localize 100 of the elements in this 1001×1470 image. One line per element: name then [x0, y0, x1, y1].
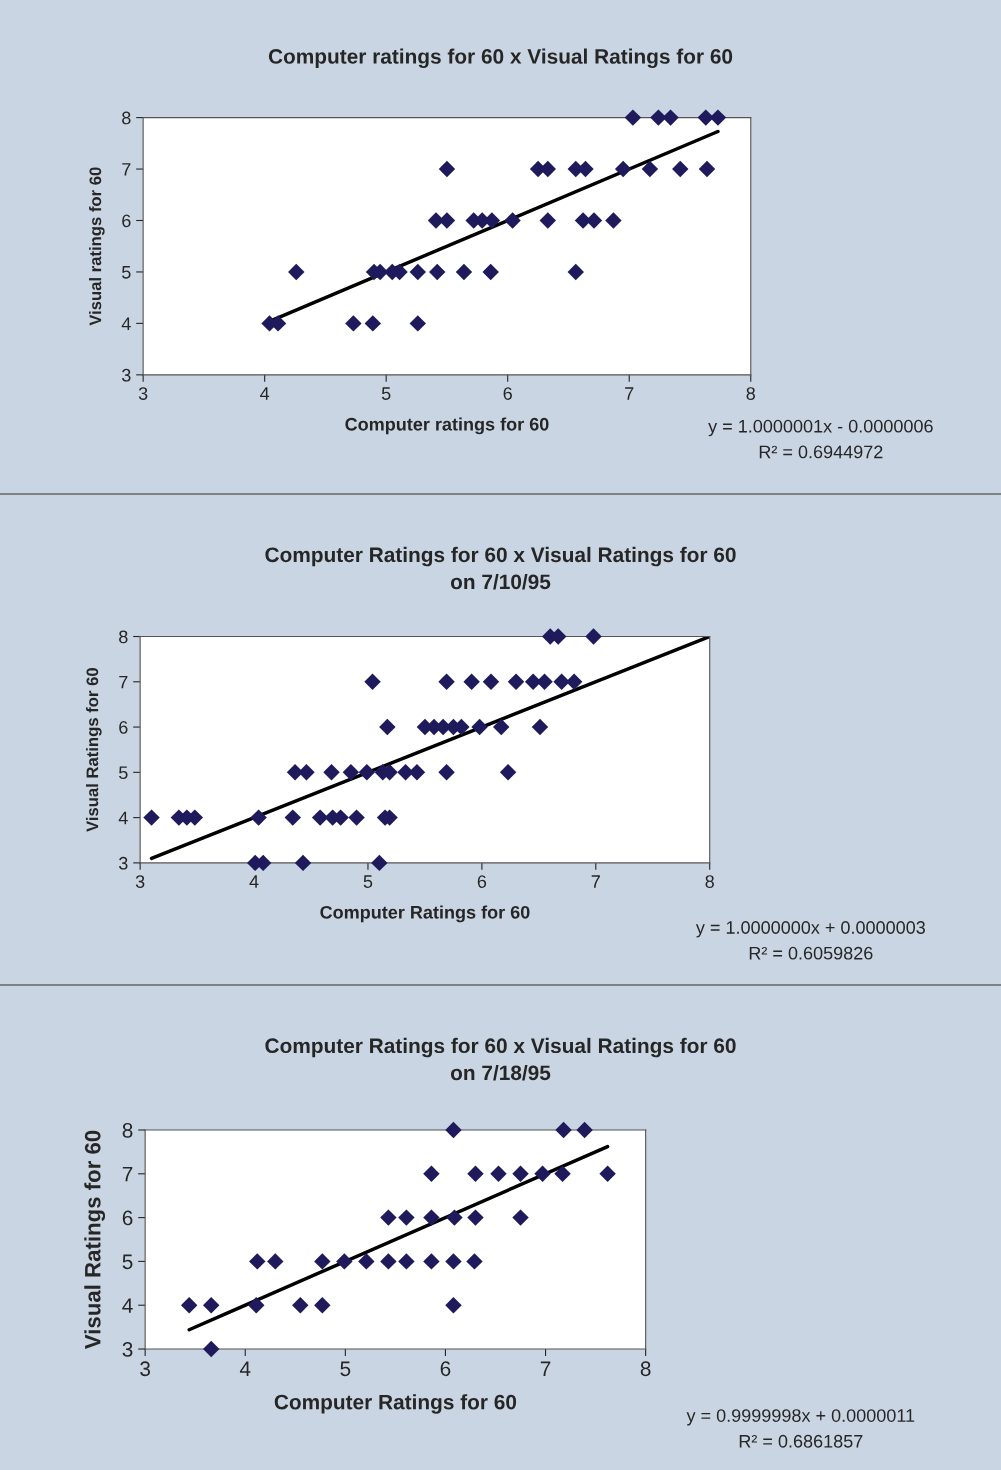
point	[493, 718, 510, 736]
point	[698, 160, 716, 178]
y-tick-label: 5	[122, 1254, 133, 1270]
point	[446, 1209, 463, 1226]
x-axis-title: Computer Ratings for 60	[320, 905, 530, 923]
point	[507, 673, 525, 690]
y-tick-label: 8	[122, 111, 131, 125]
point	[482, 263, 499, 281]
y-tick-label: 4	[118, 811, 128, 825]
x-tick-label: 4	[239, 1361, 251, 1376]
point	[294, 854, 312, 872]
point	[467, 1209, 484, 1226]
y-axis-title: Visual ratings for 60	[89, 167, 105, 326]
text: y = 1.0000000x + 0.0000003	[695, 921, 925, 938]
point	[288, 263, 305, 281]
point	[438, 160, 456, 178]
point	[565, 673, 583, 690]
point	[438, 673, 455, 690]
point	[143, 809, 160, 826]
point	[345, 315, 362, 332]
x-tick-label: 7	[625, 387, 634, 400]
x-tick-label: 8	[705, 875, 714, 888]
x-tick-label: 5	[363, 875, 373, 888]
y-tick-label: 5	[119, 766, 128, 780]
point	[536, 673, 553, 690]
y-tick-label: 3	[121, 368, 131, 382]
point	[614, 160, 632, 178]
text: R² = 0.6059826	[749, 946, 873, 960]
point	[539, 212, 557, 229]
point	[358, 764, 376, 781]
point	[504, 212, 521, 229]
point	[423, 1209, 440, 1226]
point	[380, 1209, 397, 1226]
point	[284, 809, 301, 826]
point	[292, 1297, 309, 1314]
point	[585, 628, 602, 645]
point	[202, 1340, 220, 1358]
point	[180, 1297, 198, 1314]
y-tick-label: 3	[122, 1342, 133, 1357]
point	[445, 1297, 462, 1314]
y-tick-label: 8	[119, 630, 128, 644]
point	[342, 764, 360, 781]
point	[641, 160, 659, 178]
y-tick-label: 7	[122, 163, 131, 176]
point	[267, 1253, 284, 1270]
text: y = 0.9999998x + 0.0000011	[686, 1409, 915, 1426]
y-tick-label: 3	[118, 856, 128, 870]
point	[650, 109, 667, 126]
point	[298, 764, 315, 781]
x-tick-label: 4	[249, 875, 259, 888]
y-tick-label: 7	[122, 1167, 133, 1182]
point	[364, 673, 381, 690]
point	[463, 673, 480, 690]
point	[398, 1253, 415, 1270]
point	[248, 1297, 265, 1314]
point	[512, 1209, 529, 1226]
point	[314, 1253, 331, 1270]
point	[202, 1297, 220, 1314]
point	[314, 1297, 331, 1314]
text: R² = 0.6944972	[759, 445, 883, 459]
text: y = 1.0000001x - 0.0000006	[708, 419, 933, 437]
point	[358, 1253, 375, 1270]
y-tick-label: 6	[122, 1210, 133, 1226]
point	[380, 1253, 397, 1270]
point	[482, 673, 500, 690]
x-tick-label: 4	[260, 387, 270, 400]
y-tick-label: 6	[119, 721, 128, 734]
point	[624, 109, 642, 126]
point	[555, 1121, 572, 1139]
point	[398, 1209, 415, 1226]
point	[379, 718, 396, 736]
x-tick-label: 6	[477, 875, 487, 888]
point	[553, 673, 570, 690]
chart-title: Computer ratings for 60 x Visual Ratings for 60	[268, 48, 733, 69]
point	[599, 1165, 616, 1183]
point	[499, 764, 517, 781]
x-tick-label: 8	[746, 387, 755, 400]
x-tick-label: 6	[503, 387, 512, 400]
point	[490, 1165, 507, 1183]
point	[709, 109, 727, 126]
point	[336, 1253, 353, 1270]
x-tick-label: 7	[540, 1361, 551, 1376]
x-axis-title: Computer ratings for 60	[345, 417, 549, 435]
point	[323, 764, 340, 781]
point	[250, 809, 267, 826]
y-axis-title: Visual Ratings for 60	[86, 668, 102, 832]
text: R² = 0.6861857	[739, 1434, 863, 1448]
x-tick-label: 7	[591, 875, 600, 888]
point	[311, 809, 329, 826]
point	[672, 160, 689, 178]
x-tick-label: 5	[381, 387, 391, 400]
point	[662, 109, 679, 126]
y-tick-label: 4	[122, 1298, 133, 1313]
point	[466, 1253, 483, 1270]
point	[531, 718, 549, 736]
point	[445, 1121, 462, 1139]
point	[429, 263, 446, 281]
point	[371, 854, 388, 872]
y-axis-title: Visual Ratings for 60	[84, 1130, 106, 1350]
y-tick-label: 8	[122, 1122, 133, 1138]
